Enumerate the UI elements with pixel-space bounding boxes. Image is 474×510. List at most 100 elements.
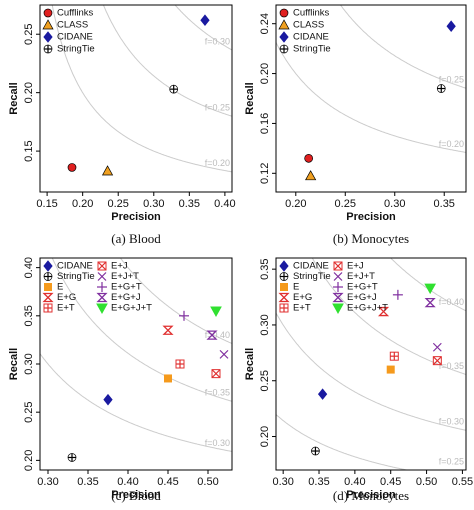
legend-marker (43, 8, 53, 18)
point (175, 359, 185, 369)
y-axis-title: Recall (8, 348, 20, 380)
caption: (d) Monocytes (333, 488, 409, 503)
marker-shape (67, 163, 77, 172)
legend-marker (97, 272, 107, 281)
y-tick-label: 0.30 (259, 314, 271, 335)
point (67, 453, 77, 462)
marker-stroke (432, 342, 442, 352)
x-tick-label: 0.25 (335, 198, 356, 210)
marker-stroke (219, 349, 229, 359)
caption: (a) Blood (111, 231, 161, 246)
marker-shape (424, 297, 436, 308)
point (392, 289, 403, 300)
x-tick-label: 0.35 (434, 198, 455, 210)
legend-marker (42, 292, 54, 303)
legend-label: CIDANE (57, 261, 93, 272)
f-curve-label: f=0.25 (205, 103, 230, 113)
legend-label: Cufflinks (57, 8, 94, 19)
legend-marker (279, 44, 289, 54)
legend-marker (96, 303, 108, 315)
f-curve-label: f=0.40 (439, 297, 464, 307)
y-tick-label: 0.25 (23, 401, 35, 422)
marker-stroke (97, 261, 107, 271)
x-tick-label: 0.30 (37, 476, 58, 488)
marker-stroke (333, 272, 343, 281)
legend-marker (44, 283, 52, 291)
point (311, 446, 320, 456)
legend-marker (97, 261, 107, 271)
x-tick-label: 0.40 (344, 476, 365, 488)
point (219, 349, 229, 359)
legend-marker (97, 282, 107, 292)
legend-marker (333, 272, 343, 281)
legend-marker (42, 19, 54, 30)
marker-shape (279, 260, 289, 272)
legend-marker (279, 8, 289, 18)
marker-shape (103, 393, 113, 406)
marker-shape (279, 8, 289, 18)
legend-marker (279, 303, 289, 313)
x-axis-title: Precision (111, 211, 161, 223)
marker-shape (280, 283, 288, 291)
marker-shape (210, 306, 222, 318)
x-tick-label: 0.55 (452, 476, 473, 488)
legend-label: E+G+J+T (111, 303, 152, 314)
plot-frame (39, 4, 233, 193)
point (101, 165, 114, 176)
f-curve (51, 258, 232, 402)
legend-label: E+G+J+T (347, 303, 388, 314)
f-curve (51, 5, 232, 173)
marker-shape (43, 260, 53, 272)
legend-label: CLASS (57, 20, 88, 31)
point (446, 20, 456, 32)
legend-marker (43, 303, 53, 313)
x-tick-label: 0.30 (272, 476, 293, 488)
legend-label: E+G+T (111, 282, 142, 293)
x-axis-title: Precision (346, 211, 396, 223)
marker-stroke (97, 272, 107, 281)
marker-stroke (211, 369, 221, 379)
plot-frame (275, 4, 467, 193)
x-tick-label: 0.40 (214, 198, 235, 210)
marker-shape (164, 374, 172, 383)
y-axis-title: Recall (244, 82, 256, 114)
marker-stroke (432, 356, 442, 366)
f-curve (276, 42, 466, 153)
legend-label: E+J+T (111, 271, 139, 282)
legend-label: CIDANE (293, 32, 329, 43)
f-curve-label: f=0.35 (439, 361, 464, 371)
f-curve (339, 5, 466, 89)
point (200, 14, 210, 26)
marker-shape (278, 19, 290, 30)
legend-label: E (57, 282, 63, 293)
marker-shape (43, 31, 53, 43)
x-tick-label: 0.50 (197, 476, 218, 488)
caption: (b) Monocytes (333, 231, 409, 246)
x-tick-label: 0.20 (285, 198, 306, 210)
legend-label: E+G+J (111, 292, 141, 303)
legend-marker (333, 261, 343, 271)
marker-shape (44, 283, 52, 291)
marker-shape (304, 153, 314, 163)
point (389, 351, 399, 361)
legend-label: E (293, 282, 299, 293)
f-curve (276, 312, 466, 431)
point (424, 283, 437, 295)
point (304, 153, 314, 163)
legend-label: E+G+T (347, 282, 378, 293)
point (386, 365, 395, 374)
f-curve (102, 5, 232, 117)
legend-marker (279, 260, 289, 272)
x-tick-label: 0.20 (72, 198, 93, 210)
y-tick-label: 0.25 (23, 24, 35, 45)
legend-marker (279, 272, 289, 281)
point (432, 356, 442, 366)
legend-label: E+J+T (347, 271, 375, 282)
f-curve (119, 258, 232, 345)
f-curve (40, 353, 232, 452)
legend-label: E+T (293, 303, 311, 314)
marker-shape (43, 8, 53, 18)
legend-label: CIDANE (57, 32, 93, 43)
x-tick-label: 0.40 (117, 476, 138, 488)
